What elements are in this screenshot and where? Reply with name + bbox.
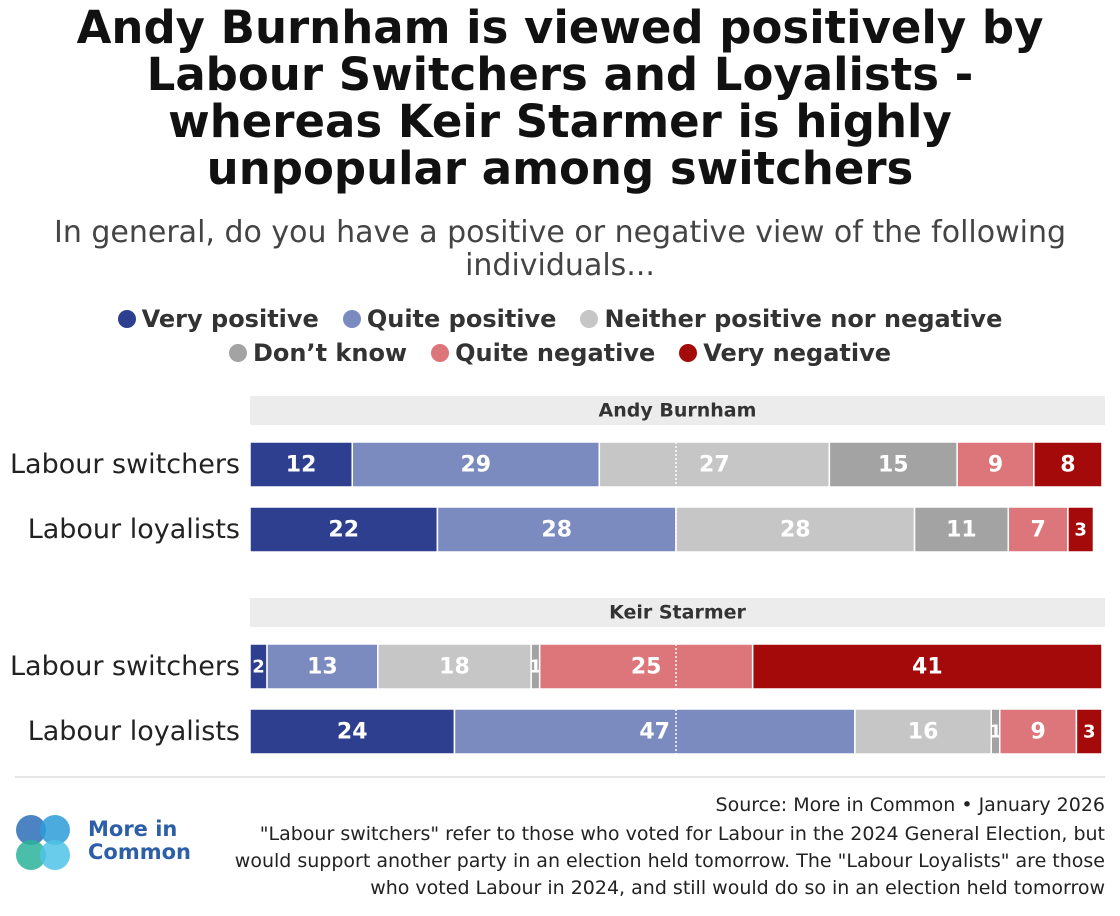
data-label: 3 (1074, 520, 1087, 541)
panel-title: Keir Starmer (609, 602, 746, 624)
legend-item: Quite positive (342, 305, 557, 333)
bar-segment (1067, 506, 1095, 553)
data-label: 9 (1030, 720, 1045, 745)
chart-title: Andy Burnham is viewed positively by Lab… (76, 1, 1044, 195)
data-label: 28 (541, 518, 572, 543)
bar-segment (1033, 441, 1103, 488)
bar-segment (828, 441, 958, 488)
data-label: 3 (1083, 722, 1096, 743)
bar-segment (453, 708, 856, 755)
data-label: 9 (988, 453, 1003, 478)
data-label: 29 (460, 453, 491, 478)
data-label: 1 (989, 722, 1002, 743)
bar-segment (249, 708, 456, 755)
data-label: 12 (286, 453, 317, 478)
bar-segment (751, 643, 1103, 690)
bar-segment (598, 441, 831, 488)
bar-segment (675, 506, 916, 553)
row-label: Labour loyalists (28, 716, 240, 747)
panel-title: Andy Burnham (599, 400, 757, 422)
logo-text: More in Common (88, 817, 191, 864)
bar-segment (351, 441, 601, 488)
legend-swatch (342, 310, 361, 328)
bar-segment (999, 708, 1078, 755)
bar-segment (538, 643, 754, 690)
legend-swatch (431, 344, 450, 362)
data-label: 24 (337, 720, 368, 745)
legend-label: Don’t know (252, 339, 408, 367)
data-label: 22 (328, 518, 359, 543)
data-label: 13 (307, 655, 338, 680)
legend-item: Very negative (679, 339, 891, 367)
legend-label: Quite negative (455, 339, 656, 367)
data-label: 41 (912, 655, 943, 680)
legend-item: Neither positive nor negative (580, 305, 1002, 333)
data-label: 18 (439, 655, 470, 680)
logo-mark (16, 815, 70, 870)
legend-swatch (679, 344, 698, 362)
data-label: 11 (946, 518, 977, 543)
note: "Labour switchers" refer to those who vo… (234, 823, 1105, 899)
data-label: 47 (639, 720, 670, 745)
bar-segment (854, 708, 992, 755)
legend-item: Quite negative (431, 339, 655, 367)
legend-swatch (117, 310, 136, 328)
data-label: 2 (252, 657, 265, 678)
source: Source: More in Common • January 2026 (715, 794, 1105, 816)
data-label: 25 (631, 655, 662, 680)
panel-header (250, 396, 1105, 425)
chart-subtitle: In general, do you have a positive or ne… (53, 215, 1067, 283)
data-label: 1 (529, 657, 542, 678)
bar-segment (1007, 506, 1069, 553)
bar-segment (913, 506, 1010, 553)
row-label: Labour loyalists (28, 514, 240, 545)
bar-segment (249, 441, 353, 488)
bar-segment (266, 643, 379, 690)
legend-label: Neither positive nor negative (604, 305, 1003, 333)
legend: Very positive Quite positive Neither posit… (20, 305, 1100, 367)
data-label: 8 (1060, 453, 1075, 478)
row-label: Labour switchers (10, 449, 240, 480)
data-label: 28 (780, 518, 811, 543)
bar-segment (1075, 708, 1103, 755)
legend-item: Very positive (117, 305, 319, 333)
data-label: 27 (699, 453, 730, 478)
legend-label: Very positive (141, 305, 319, 333)
bar-segment (436, 506, 677, 553)
legend-label: Quite positive (366, 305, 557, 333)
row-label: Labour switchers (10, 651, 240, 682)
data-label: 7 (1030, 518, 1045, 543)
bar-segment (377, 643, 532, 690)
data-label: 16 (908, 720, 939, 745)
legend-swatch (580, 310, 599, 328)
panel-header (250, 598, 1105, 627)
data-label: 15 (878, 453, 909, 478)
legend-label: Very negative (703, 339, 892, 367)
legend-swatch (228, 344, 247, 362)
bar-segment (956, 441, 1035, 488)
legend-item: Don’t know (228, 339, 408, 367)
